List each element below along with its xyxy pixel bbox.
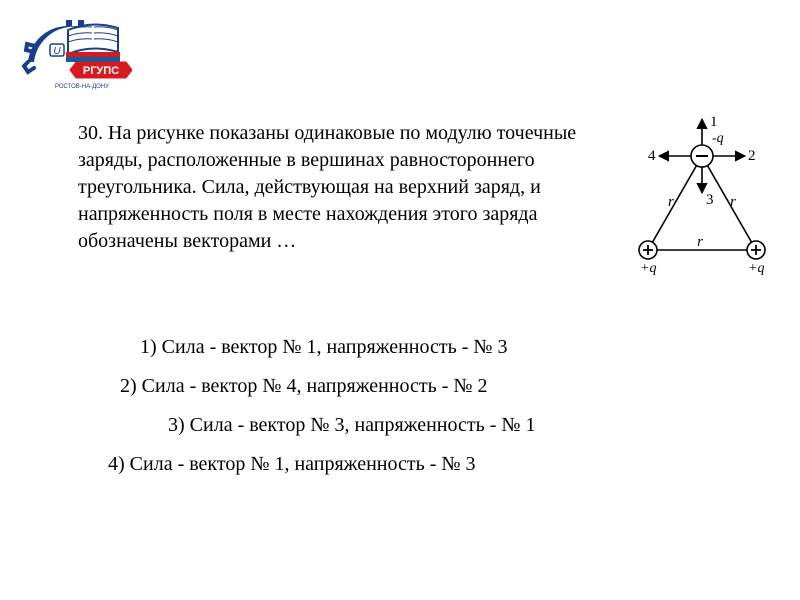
physics-diagram: r r r 1 2 3 4 -q +q +q xyxy=(622,110,782,280)
option-4: 4) Сила - вектор № 1, напряженность - № … xyxy=(108,453,718,476)
question-text: На рисунке показаны одинаковые по модулю… xyxy=(78,122,576,252)
option-2: 2) Сила - вектор № 4, напряженность - № … xyxy=(120,375,718,398)
option-2-text: Сила - вектор № 4, напряженность - № 2 xyxy=(142,375,488,397)
arrow-4-label: 4 xyxy=(648,148,656,164)
option-3-number: 3) xyxy=(168,414,185,436)
question-number: 30. xyxy=(78,122,103,144)
option-4-number: 4) xyxy=(108,453,125,475)
option-3: 3) Сила - вектор № 3, напряженность - № … xyxy=(168,414,718,437)
side-label-bottom: r xyxy=(697,234,703,250)
side-label-right: r xyxy=(730,194,736,210)
left-charge-label: +q xyxy=(640,261,656,276)
option-3-text: Сила - вектор № 3, напряженность - № 1 xyxy=(190,414,536,436)
option-1-text: Сила - вектор № 1, напряженность - № 3 xyxy=(162,336,508,358)
logo-accent: U xyxy=(53,46,61,57)
option-2-number: 2) xyxy=(120,375,137,397)
question-block: 30. На рисунке показаны одинаковые по мо… xyxy=(78,120,598,255)
logo-subtext: РОСТОВ-НА-ДОНУ xyxy=(55,84,109,90)
option-1-number: 1) xyxy=(140,336,157,358)
logo-ribbon-text: РГУПС xyxy=(83,65,119,77)
option-1: 1) Сила - вектор № 1, напряженность - № … xyxy=(140,336,718,359)
arrow-2-label: 2 xyxy=(748,148,756,164)
options-block: 1) Сила - вектор № 1, напряженность - № … xyxy=(78,320,718,492)
side-label-left: r xyxy=(668,194,674,210)
logo: U РГУПС РОСТОВ-НА-ДОНУ xyxy=(22,18,132,90)
option-4-text: Сила - вектор № 1, напряженность - № 3 xyxy=(130,453,476,475)
arrow-3-label: 3 xyxy=(706,192,714,208)
right-charge-label: +q xyxy=(748,261,764,276)
arrow-1-label: 1 xyxy=(710,114,718,130)
top-charge-label: -q xyxy=(712,131,724,146)
